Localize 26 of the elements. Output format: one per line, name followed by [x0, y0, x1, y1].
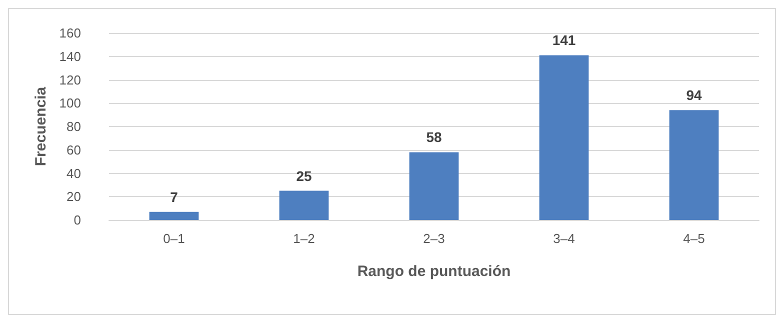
- data-label: 7: [170, 188, 178, 205]
- x-tick-label: 3–4: [553, 231, 575, 246]
- y-tick-label: 60: [66, 142, 81, 158]
- bar: [409, 152, 459, 220]
- bar: [669, 110, 719, 220]
- bar: [149, 212, 199, 220]
- data-label: 141: [552, 32, 576, 48]
- data-label: 94: [686, 87, 702, 104]
- y-tick-label: 0: [74, 212, 81, 228]
- data-label: 58: [426, 129, 442, 146]
- bar: [279, 190, 329, 220]
- y-tick-label: 80: [66, 119, 81, 134]
- x-tick-label: 1–2: [293, 231, 315, 246]
- data-label: 25: [296, 168, 312, 184]
- y-axis-title: Frecuencia: [32, 86, 50, 166]
- y-tick-label: 160: [59, 26, 81, 40]
- y-tick-label: 120: [59, 72, 81, 88]
- x-tick-label: 0–1: [163, 231, 185, 246]
- x-tick-label: 2–3: [423, 231, 445, 246]
- y-tick-label: 140: [59, 48, 81, 64]
- bar: [539, 55, 589, 220]
- y-tick-label: 40: [66, 166, 81, 181]
- x-tick-label: 4–5: [683, 231, 705, 246]
- x-axis-title: Rango de puntuación: [357, 263, 511, 280]
- y-tick-label: 100: [59, 96, 81, 111]
- y-tick-label: 20: [66, 189, 81, 204]
